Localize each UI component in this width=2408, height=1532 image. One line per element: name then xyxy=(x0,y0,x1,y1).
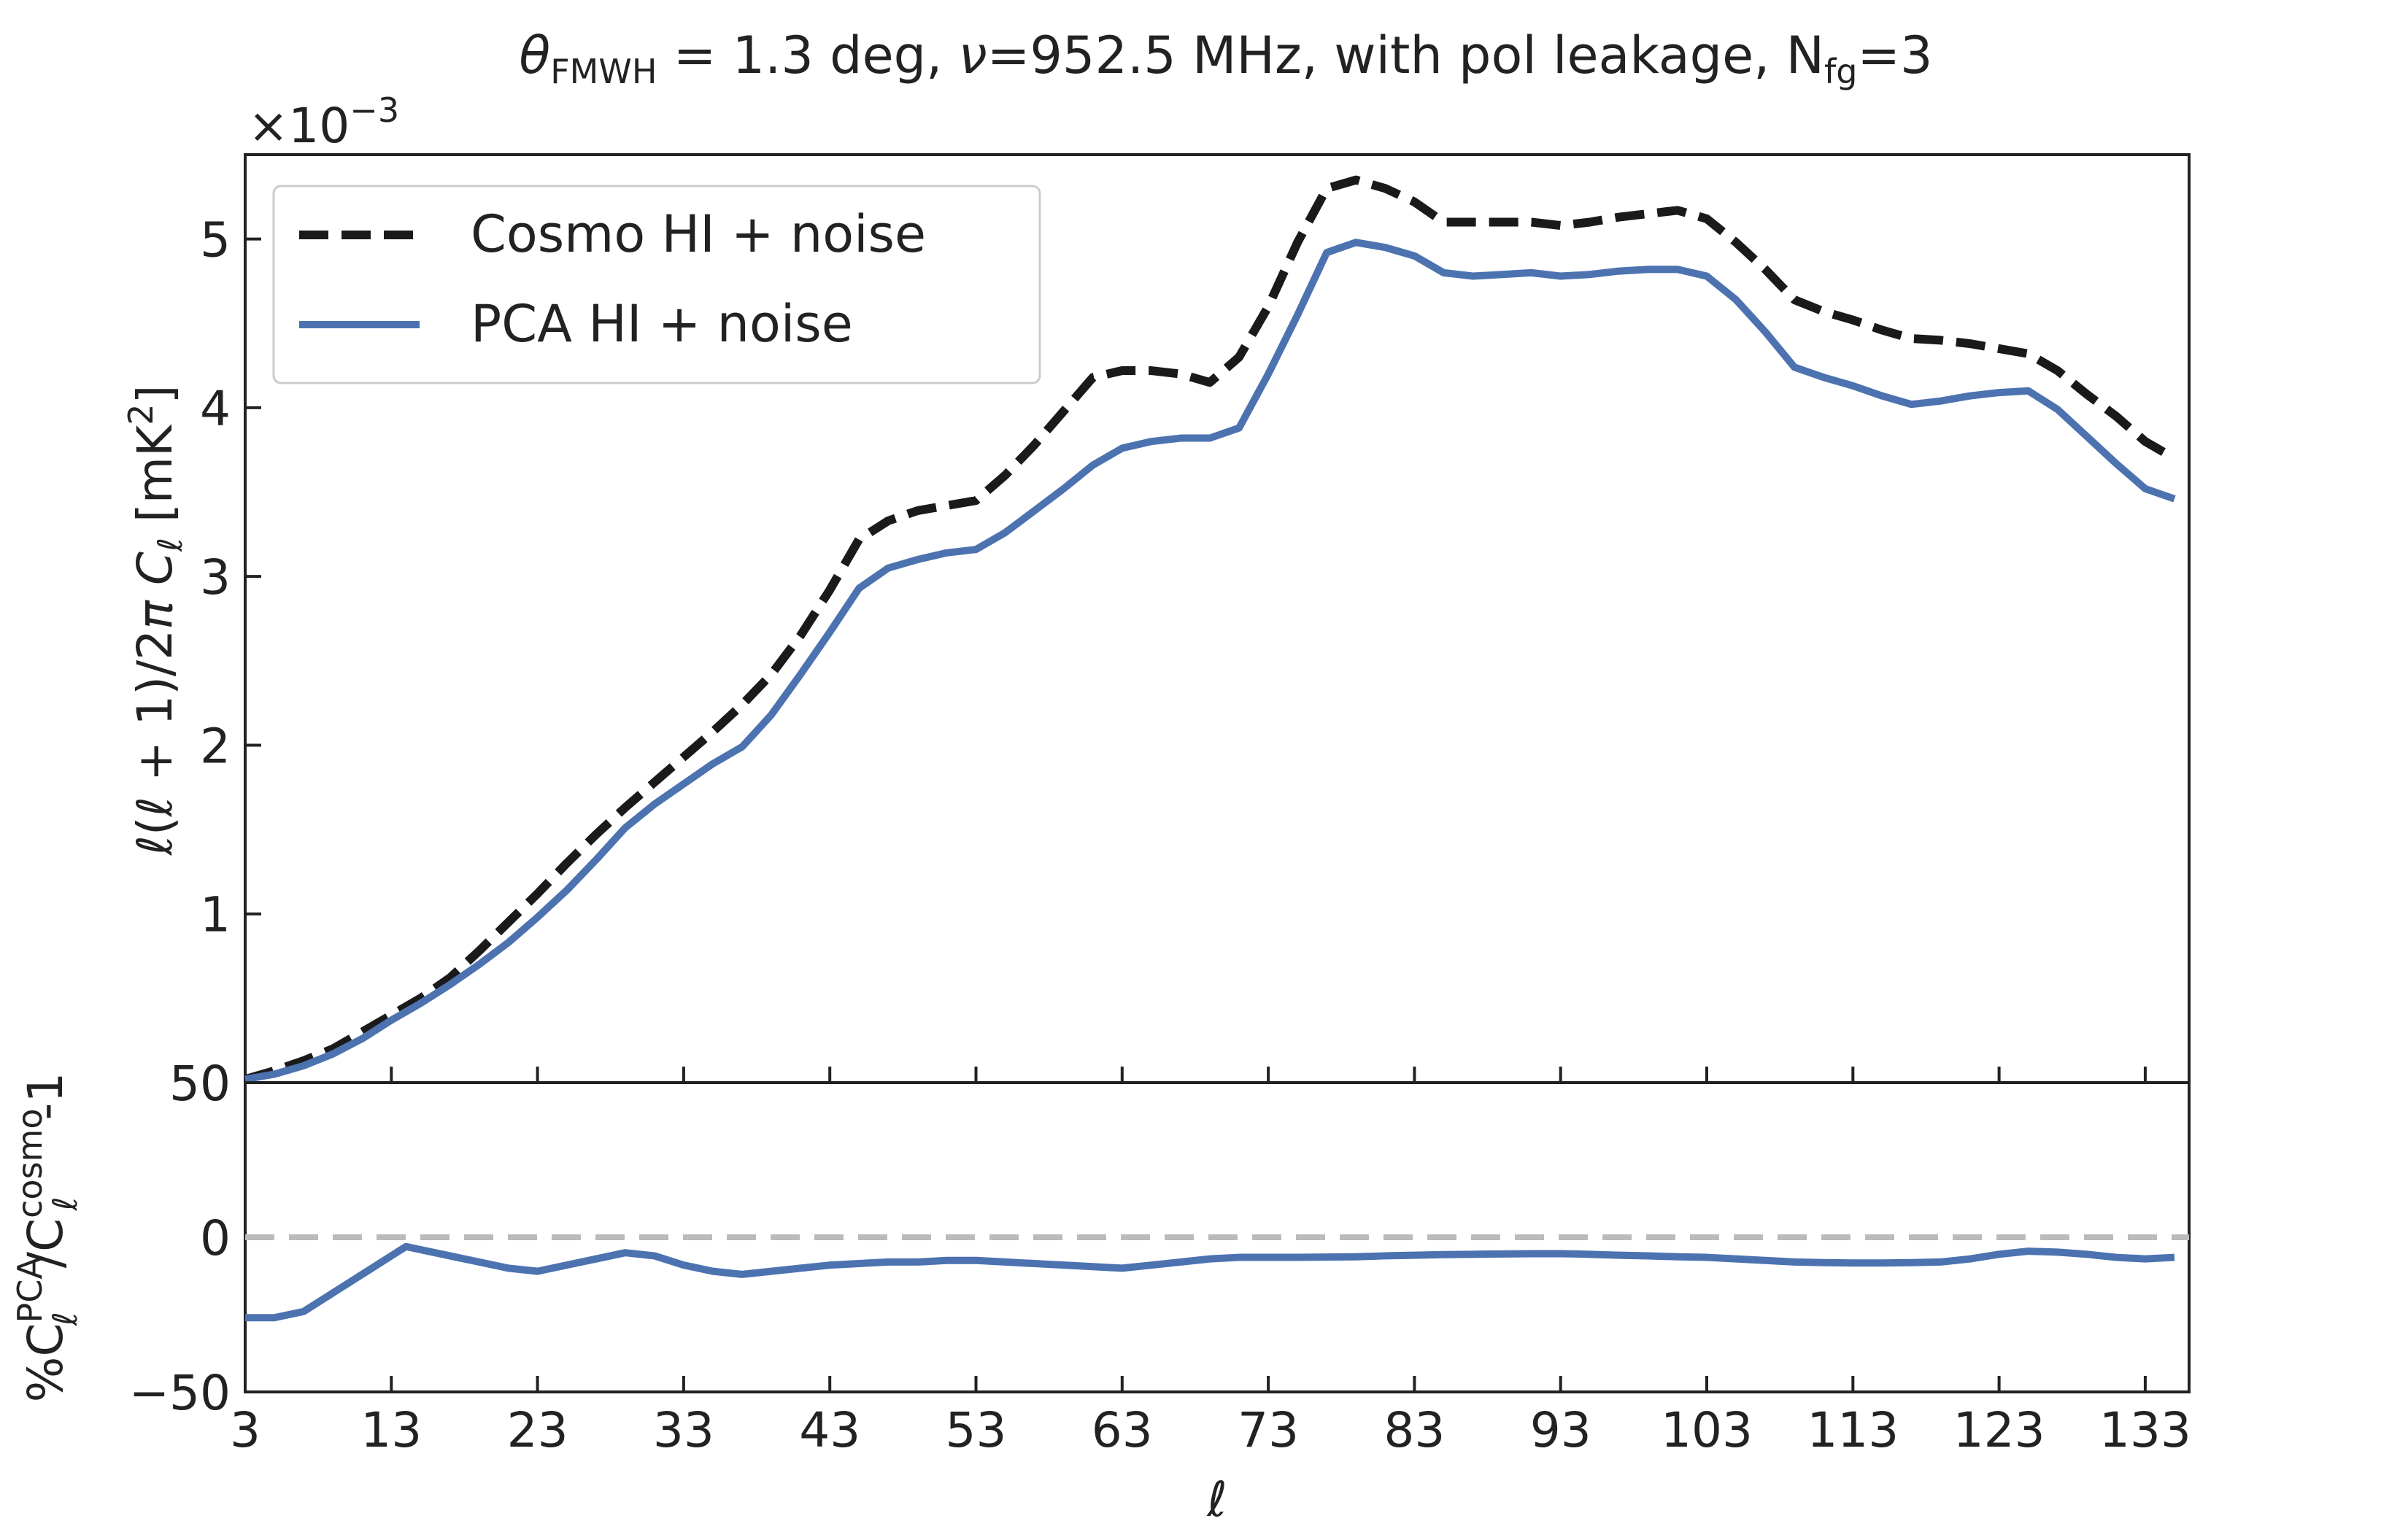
top-ytick-label: 4 xyxy=(200,381,231,437)
x-axis-label: ℓ xyxy=(1206,1471,1227,1528)
bottom-xtick-label: 33 xyxy=(653,1402,714,1458)
bottom-xtick-label: 103 xyxy=(1661,1402,1753,1458)
top-ytick-label: 0 xyxy=(200,1056,231,1112)
legend-box xyxy=(272,185,1041,384)
bottom-xtick-label: 83 xyxy=(1384,1402,1445,1458)
top-ytick-label: 5 xyxy=(200,212,231,268)
series-line-cosmo xyxy=(244,175,2177,1084)
residual-series-line xyxy=(245,1242,2175,1322)
bottom-xtick-label: 123 xyxy=(1953,1402,2045,1458)
bottom-xtick-label: 73 xyxy=(1238,1402,1299,1458)
series-line-pca xyxy=(244,239,2176,1083)
bottom-xtick-labels: 3 13 23 33 43 53 63 73 83 93 103 113 123 133 xyxy=(230,1402,2191,1458)
top-ytick-label: 1 xyxy=(200,887,231,943)
top-y-axis-label: ℓ(ℓ + 1)/2π Cℓ [mK2] xyxy=(121,385,190,856)
power-spectrum-panel: 0 1 2 3 4 5 ×10−3 ℓ(ℓ + 1)/2π Cℓ [mK2] Cosmo … xyxy=(121,90,2191,1112)
top-series-lines xyxy=(244,175,2177,1084)
legend-label-pca: PCA HI + noise xyxy=(471,294,853,354)
bottom-xtick-label: 43 xyxy=(799,1402,860,1458)
bottom-xtick-label: 3 xyxy=(230,1402,261,1458)
y-offset-label: ×10−3 xyxy=(248,90,399,154)
bottom-y-axis-label: %CPCAℓ/Ccosmoℓ-1 xyxy=(10,1072,85,1403)
bottom-tick-marks xyxy=(244,1081,2147,1393)
top-ytick-label: 2 xyxy=(200,718,231,774)
bottom-xtick-label: 63 xyxy=(1092,1402,1153,1458)
bottom-ytick-label: −50 xyxy=(129,1365,231,1421)
top-tick-marks xyxy=(244,237,2147,1084)
bottom-xtick-label: 133 xyxy=(2099,1402,2191,1458)
legend-item-pca: PCA HI + noise xyxy=(299,294,853,354)
top-ytick-label: 3 xyxy=(200,549,231,606)
bottom-xtick-label: 53 xyxy=(946,1402,1007,1458)
bottom-xtick-label: 23 xyxy=(507,1402,568,1458)
legend-label-cosmo: Cosmo HI + noise xyxy=(471,204,926,264)
legend: Cosmo HI + noise PCA HI + noise xyxy=(272,185,1041,384)
bottom-xtick-label: 93 xyxy=(1530,1402,1591,1458)
bottom-xtick-label: 113 xyxy=(1807,1402,1899,1458)
chart-title: θFMWH = 1.3 deg, ν=952.5 MHz, with pol l… xyxy=(519,26,1932,91)
top-ytick-labels: 0 1 2 3 4 5 xyxy=(200,212,231,1112)
legend-item-cosmo: Cosmo HI + noise xyxy=(299,204,926,264)
bottom-xtick-label: 13 xyxy=(360,1402,422,1458)
bottom-ytick-label: 0 xyxy=(200,1210,231,1266)
bottom-series-lines xyxy=(245,1234,2189,1322)
bottom-ytick-label: 50 xyxy=(169,1056,231,1112)
